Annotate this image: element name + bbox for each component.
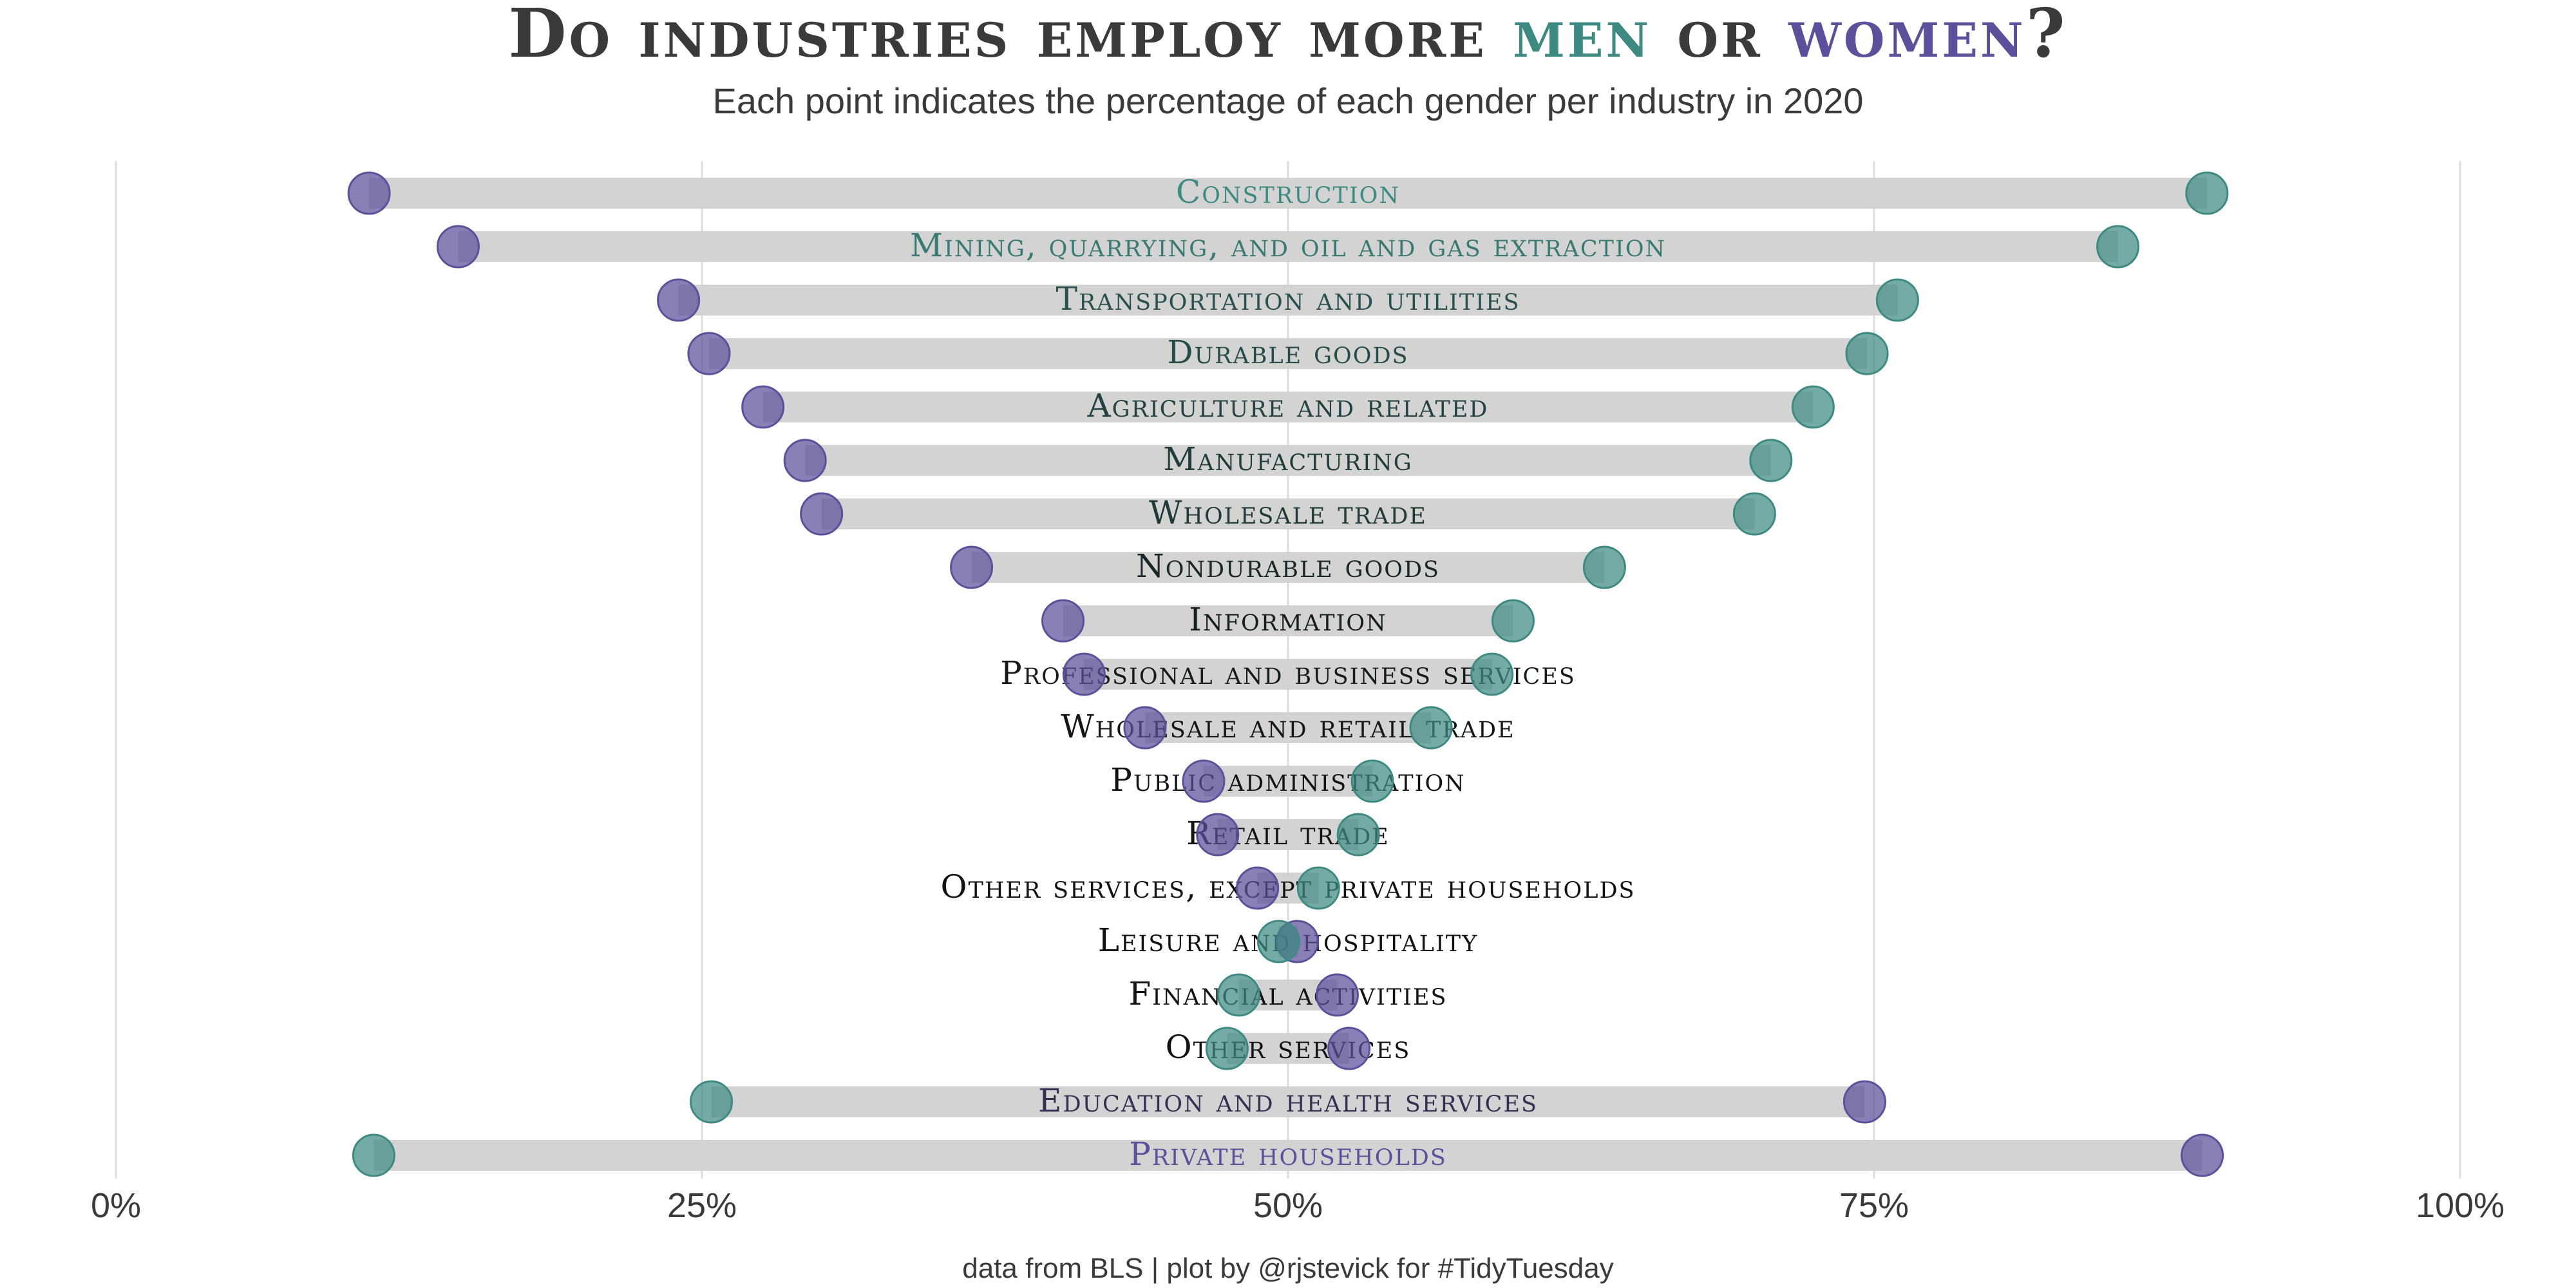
men-point	[1256, 920, 1300, 963]
range-bar	[1203, 766, 1373, 797]
range-bar	[762, 392, 1814, 422]
women-point	[1062, 652, 1106, 696]
men-point	[2185, 171, 2229, 215]
women-point	[657, 278, 701, 322]
range-bar	[374, 1140, 2202, 1171]
industry-label: Other services, except private household…	[941, 868, 1636, 905]
industry-label: Other services	[1166, 1028, 1411, 1066]
range-bar	[711, 1086, 1865, 1117]
women-point	[1182, 759, 1226, 803]
industry-label: Private households	[1129, 1135, 1447, 1173]
chart-caption: data from BLS | plot by @rjstevick for #…	[962, 1253, 1613, 1284]
industry-label: Agriculture and related	[1087, 387, 1489, 424]
women-point	[1842, 1080, 1886, 1124]
title-part2: or	[1651, 0, 1788, 73]
x-tick-label: 25%	[667, 1186, 737, 1225]
men-point	[1732, 492, 1776, 536]
x-tick-label: 50%	[1253, 1186, 1323, 1225]
data-points	[347, 171, 2229, 1177]
men-point	[1336, 813, 1380, 857]
x-tick-label: 0%	[91, 1186, 141, 1225]
women-point	[1236, 866, 1280, 910]
chart-subtitle: Each point indicates the percentage of e…	[713, 80, 1864, 121]
x-tick-label: 75%	[1839, 1186, 1909, 1225]
men-point	[1749, 439, 1793, 482]
industry-label: Durable goods	[1167, 334, 1408, 371]
men-point	[1217, 973, 1261, 1017]
industry-label: Manufacturing	[1163, 440, 1413, 478]
men-point	[1205, 1027, 1249, 1070]
x-axis-ticks: 0% 25% 50% 75% 100%	[91, 1186, 2505, 1225]
men-point	[1791, 385, 1835, 429]
women-point	[1123, 706, 1167, 750]
industry-label: Public administration	[1110, 761, 1466, 799]
title-men-word: men	[1513, 0, 1651, 73]
range-bar	[1084, 659, 1492, 690]
men-point	[1296, 866, 1340, 910]
industry-label: Construction	[1176, 173, 1400, 211]
women-point	[347, 171, 391, 215]
women-point	[1196, 813, 1240, 857]
men-point	[352, 1133, 395, 1177]
men-point	[1491, 599, 1535, 643]
range-bar	[369, 178, 2207, 209]
women-point	[800, 492, 844, 536]
men-point	[2096, 225, 2140, 269]
men-point	[1845, 332, 1889, 375]
range-bar	[805, 445, 1771, 476]
industry-label: Mining, quarrying, and oil and gas extra…	[910, 227, 1666, 264]
women-point	[783, 439, 827, 482]
range-bar	[821, 498, 1755, 529]
women-point	[1041, 599, 1085, 643]
title-part3: ?	[2026, 0, 2068, 73]
men-point	[1875, 278, 1919, 322]
industry-label: Wholesale trade	[1149, 494, 1427, 531]
x-tick-label: 100%	[2416, 1186, 2505, 1225]
range-bar	[678, 285, 1898, 316]
men-point	[1470, 652, 1514, 696]
range-bar	[1063, 605, 1513, 636]
men-point	[1350, 759, 1394, 803]
women-point	[741, 385, 785, 429]
women-point	[436, 225, 480, 269]
men-point	[690, 1080, 734, 1124]
women-point	[2181, 1133, 2224, 1177]
men-point	[1409, 706, 1453, 750]
women-point	[1315, 973, 1359, 1017]
range-bar	[1217, 819, 1359, 850]
women-point	[1327, 1027, 1371, 1070]
women-point	[687, 332, 731, 375]
title-women-word: women	[1788, 0, 2026, 73]
range-bar	[1144, 712, 1432, 743]
range-bar	[708, 338, 1868, 369]
industry-label: Nondurable goods	[1136, 547, 1440, 585]
men-point	[1582, 545, 1626, 589]
range-bars	[369, 178, 2207, 1171]
industry-label: Financial activities	[1128, 975, 1447, 1012]
industry-label: Education and health services	[1038, 1082, 1538, 1119]
range-bar	[971, 552, 1605, 583]
women-point	[950, 545, 994, 589]
chart-title: Do industries employ more men or women?	[508, 0, 2067, 73]
industry-label: Transportation and utilities	[1056, 280, 1520, 317]
range-bar	[458, 231, 2118, 262]
title-part1: Do industries employ more	[508, 0, 1513, 73]
industry-label: Information	[1189, 601, 1387, 638]
